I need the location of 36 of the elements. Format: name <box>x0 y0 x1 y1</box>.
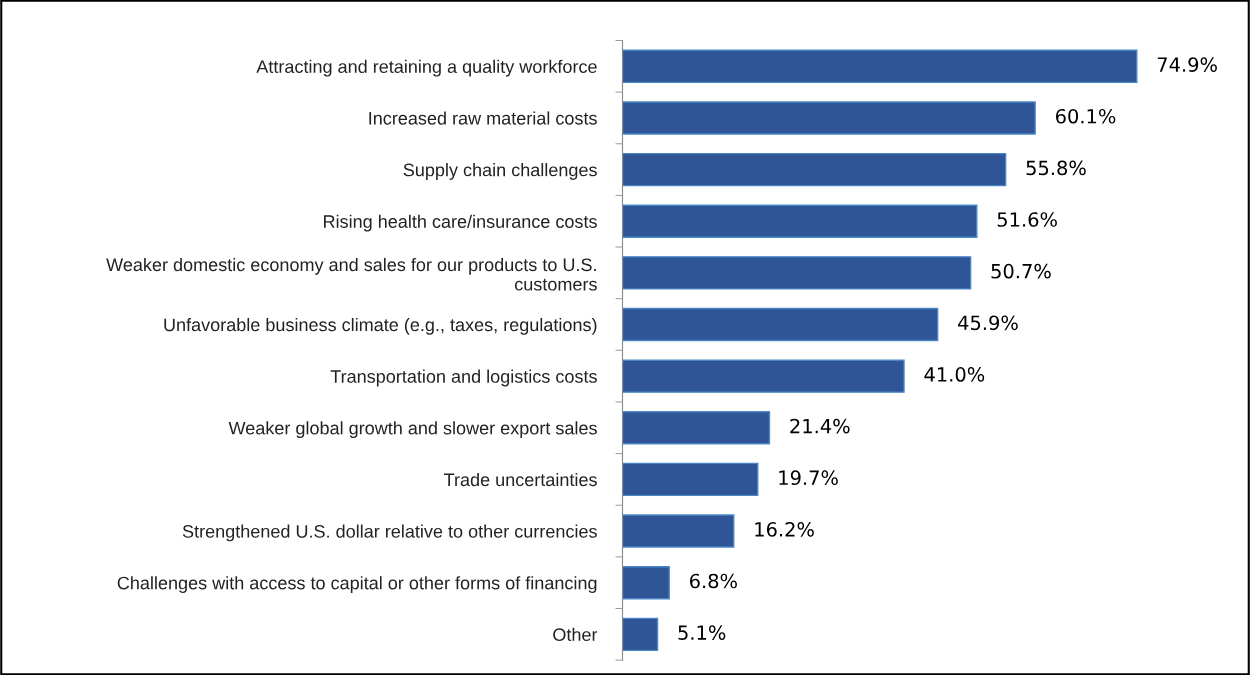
data-label: 51.6% <box>997 212 1057 227</box>
data-label: 41.0% <box>924 367 985 382</box>
bar <box>622 514 735 548</box>
y-tick-label: Weaker global growth and slower export sales <box>228 421 597 439</box>
bar <box>622 307 939 342</box>
y-tick-label: Rising health care/insurance costs <box>324 214 597 232</box>
bar <box>622 152 1007 187</box>
bar <box>622 617 659 652</box>
data-label: 50.7% <box>991 263 1051 279</box>
bar <box>622 462 759 497</box>
data-label: 45.9% <box>958 315 1018 331</box>
bar <box>622 411 771 445</box>
data-label: 60.1% <box>1055 108 1116 124</box>
bar <box>622 256 972 290</box>
y-tick-label: Other <box>553 627 598 642</box>
y-tick-label: Challenges with access to capital or other forms of financing <box>117 576 597 593</box>
data-label: 21.4% <box>790 418 850 434</box>
data-label: 5.1% <box>678 625 726 640</box>
bar <box>622 565 670 600</box>
bar <box>622 359 905 393</box>
y-tick-label: Attracting and retaining a quality workforce <box>256 59 597 77</box>
data-label: 6.8% <box>689 573 737 589</box>
y-tick-label: Transportation and logistics costs <box>330 369 597 387</box>
bar <box>622 101 1036 135</box>
bar <box>622 204 978 238</box>
y-tick-label: Increased raw material costs <box>369 111 597 125</box>
data-label: 16.2% <box>755 521 814 537</box>
data-label: 55.8% <box>1026 160 1086 176</box>
bar <box>622 49 1138 84</box>
y-tick-label: Unfavorable business climate (e.g., taxes, regulations) <box>164 317 597 335</box>
y-tick-label: Supply chain challenges <box>403 163 597 180</box>
y-tick-label: Weaker domestic economy and sales for our products to U.S. customers <box>106 257 597 291</box>
y-tick-label: Trade uncertainties <box>444 472 597 487</box>
data-label: 19.7% <box>779 470 838 486</box>
y-tick-label: Strengthened U.S. dollar relative to other currencies <box>182 524 597 542</box>
data-label: 74.9% <box>1157 57 1217 72</box>
